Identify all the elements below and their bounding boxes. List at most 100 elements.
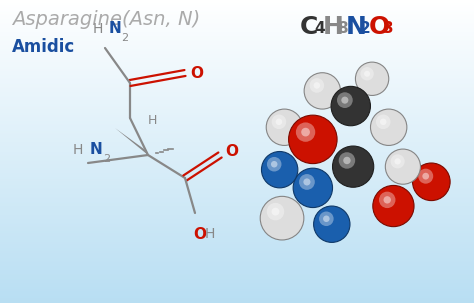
- Bar: [0, 81, 474, 82]
- Bar: [0, 266, 474, 267]
- Bar: [0, 204, 474, 205]
- Bar: [0, 241, 474, 242]
- Bar: [0, 101, 474, 102]
- Circle shape: [272, 208, 279, 215]
- Text: H: H: [323, 15, 344, 39]
- Text: C: C: [300, 15, 319, 39]
- Bar: [0, 172, 474, 173]
- Text: H: H: [148, 114, 157, 126]
- Bar: [0, 142, 474, 143]
- Bar: [0, 293, 474, 294]
- Bar: [0, 251, 474, 252]
- Bar: [0, 145, 474, 146]
- Bar: [0, 183, 474, 184]
- Bar: [0, 157, 474, 158]
- Bar: [0, 15, 474, 16]
- Bar: [0, 194, 474, 195]
- Bar: [0, 179, 474, 180]
- Polygon shape: [115, 128, 148, 155]
- Bar: [0, 200, 474, 201]
- Circle shape: [266, 109, 302, 145]
- Bar: [0, 249, 474, 251]
- Bar: [0, 32, 474, 33]
- Bar: [0, 109, 474, 110]
- Bar: [0, 290, 474, 291]
- Bar: [0, 133, 474, 134]
- Circle shape: [341, 97, 348, 104]
- Bar: [0, 229, 474, 230]
- Bar: [0, 89, 474, 90]
- Bar: [0, 139, 474, 140]
- Bar: [0, 151, 474, 152]
- Bar: [0, 136, 474, 137]
- Bar: [0, 13, 474, 14]
- Bar: [0, 49, 474, 51]
- Text: 4: 4: [314, 21, 325, 36]
- Bar: [0, 149, 474, 151]
- Bar: [0, 240, 474, 241]
- Circle shape: [276, 118, 282, 125]
- Bar: [0, 9, 474, 10]
- Bar: [0, 23, 474, 24]
- Bar: [0, 55, 474, 57]
- Bar: [0, 218, 474, 219]
- Bar: [0, 152, 474, 154]
- Bar: [0, 300, 474, 301]
- Bar: [0, 14, 474, 15]
- Bar: [0, 103, 474, 104]
- Bar: [0, 126, 474, 127]
- Bar: [0, 158, 474, 160]
- Bar: [0, 181, 474, 182]
- Bar: [0, 35, 474, 36]
- Bar: [0, 275, 474, 276]
- Bar: [0, 260, 474, 261]
- Bar: [0, 238, 474, 239]
- Bar: [0, 178, 474, 179]
- Bar: [0, 21, 474, 22]
- Text: N: N: [90, 142, 103, 157]
- Bar: [0, 258, 474, 260]
- Bar: [0, 146, 474, 148]
- Bar: [0, 95, 474, 96]
- Bar: [0, 37, 474, 38]
- Circle shape: [289, 115, 337, 164]
- Bar: [0, 199, 474, 200]
- Bar: [0, 84, 474, 85]
- Bar: [0, 160, 474, 161]
- Bar: [0, 88, 474, 89]
- Bar: [0, 72, 474, 73]
- Bar: [0, 90, 474, 91]
- Bar: [0, 223, 474, 224]
- Bar: [0, 239, 474, 240]
- Text: Amidic: Amidic: [12, 38, 75, 56]
- Bar: [0, 46, 474, 48]
- Bar: [0, 105, 474, 106]
- Bar: [0, 298, 474, 299]
- Bar: [0, 8, 474, 9]
- Bar: [0, 125, 474, 126]
- Circle shape: [314, 206, 350, 242]
- Circle shape: [380, 118, 386, 125]
- Bar: [0, 184, 474, 185]
- Bar: [0, 220, 474, 221]
- Circle shape: [337, 92, 353, 108]
- Bar: [0, 248, 474, 249]
- Bar: [0, 112, 474, 113]
- Bar: [0, 254, 474, 255]
- Bar: [0, 92, 474, 93]
- Bar: [0, 82, 474, 83]
- Bar: [0, 301, 474, 302]
- Bar: [0, 110, 474, 111]
- Bar: [0, 232, 474, 233]
- Bar: [0, 196, 474, 197]
- Bar: [0, 208, 474, 209]
- Bar: [0, 43, 474, 45]
- Bar: [0, 140, 474, 142]
- Bar: [0, 221, 474, 222]
- Bar: [0, 193, 474, 194]
- Bar: [0, 19, 474, 20]
- Bar: [0, 104, 474, 105]
- Bar: [0, 268, 474, 269]
- Bar: [0, 195, 474, 196]
- Bar: [0, 58, 474, 60]
